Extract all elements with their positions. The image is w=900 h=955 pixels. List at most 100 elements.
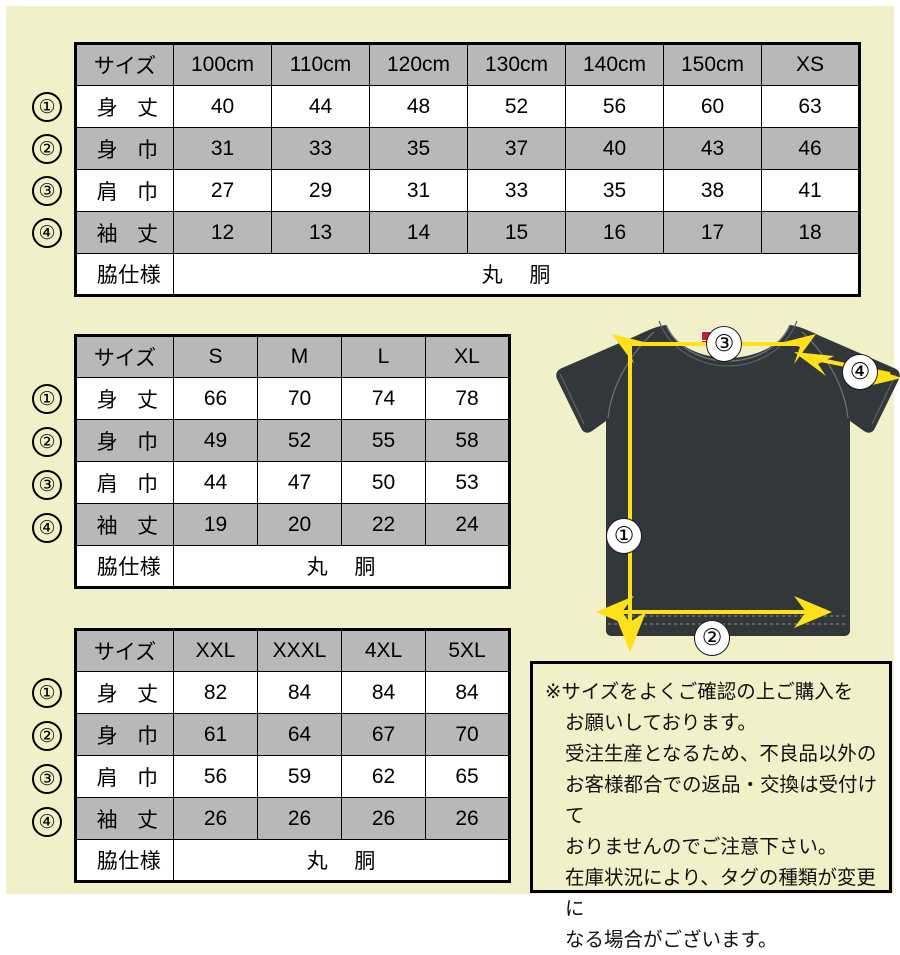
cell: 84 xyxy=(257,671,342,714)
cell: 67 xyxy=(341,713,426,756)
cell: 40 xyxy=(173,85,272,128)
cell: 59 xyxy=(257,755,342,798)
left-shoulder-seam xyxy=(607,331,655,419)
arrowhead-body-width-left xyxy=(596,596,634,628)
cell: 56 xyxy=(173,755,258,798)
cell: 41 xyxy=(761,169,860,212)
table-row: 肩 巾 56 59 62 65 xyxy=(75,755,510,798)
legend-marker-3-kids: ③ xyxy=(32,176,62,206)
col-header-size: サイズ xyxy=(75,629,174,672)
row-label-shoulder-width: 肩 巾 xyxy=(75,461,174,504)
cell: 38 xyxy=(663,169,762,212)
cell: 26 xyxy=(425,797,510,840)
side-spec-value: 丸 胴 xyxy=(173,545,510,588)
col-header-xl: XL xyxy=(425,335,510,378)
table-row: 身 巾 61 64 67 70 xyxy=(75,713,510,756)
legend-marker-1-kids: ① xyxy=(32,92,62,122)
table-row: 身 巾 31 33 35 37 40 43 46 xyxy=(75,127,860,170)
table-row: 袖 丈 12 13 14 15 16 17 18 xyxy=(75,211,860,254)
legend-marker-4-big: ④ xyxy=(32,807,62,837)
cell: 74 xyxy=(341,377,426,420)
row-label-sleeve-length: 袖 丈 xyxy=(75,797,174,840)
cell: 35 xyxy=(565,169,664,212)
col-header-xxl: XXL xyxy=(173,629,258,672)
table-row: 肩 巾 27 29 31 33 35 38 41 xyxy=(75,169,860,212)
col-header-150cm: 150cm xyxy=(663,43,762,86)
cell: 14 xyxy=(369,211,468,254)
cell: 70 xyxy=(257,377,342,420)
col-header-5xl: 5XL xyxy=(425,629,510,672)
col-header-s: S xyxy=(173,335,258,378)
legend-marker-2-adult: ② xyxy=(32,427,62,457)
col-header-4xl: 4XL xyxy=(341,629,426,672)
cell: 50 xyxy=(341,461,426,504)
right-sleeve-hem xyxy=(871,373,897,425)
cell: 43 xyxy=(663,127,762,170)
row-label-body-width: 身 巾 xyxy=(75,713,174,756)
arrowhead-shoulder-right xyxy=(784,334,816,364)
legend-marker-4-adult: ④ xyxy=(32,513,62,543)
cell: 70 xyxy=(425,713,510,756)
cell: 61 xyxy=(173,713,258,756)
col-header-size: サイズ xyxy=(75,43,174,86)
cell: 15 xyxy=(467,211,566,254)
col-header-size: サイズ xyxy=(75,335,174,378)
cell: 58 xyxy=(425,419,510,462)
cell: 27 xyxy=(173,169,272,212)
tshirt-svg xyxy=(556,320,900,652)
cell: 40 xyxy=(565,127,664,170)
arrowhead-body-width-right xyxy=(794,596,832,628)
cell: 20 xyxy=(257,503,342,546)
cell: 62 xyxy=(341,755,426,798)
cell: 60 xyxy=(663,85,762,128)
cell: 84 xyxy=(425,671,510,714)
table-footer-row: 脇仕様 丸 胴 xyxy=(75,253,860,296)
legend-marker-2-big: ② xyxy=(32,721,62,751)
tshirt-illustration: ③ ④ ① ② xyxy=(554,312,900,656)
cell: 53 xyxy=(425,461,510,504)
col-header-l: L xyxy=(341,335,426,378)
cell: 47 xyxy=(257,461,342,504)
measure-badge-shoulder-width: ③ xyxy=(706,326,742,362)
cell: 66 xyxy=(173,377,258,420)
notice-line-4: お客様都合での返品・交換は受付けて xyxy=(565,773,878,827)
cell: 24 xyxy=(425,503,510,546)
table-row: 肩 巾 44 47 50 53 xyxy=(75,461,510,504)
table-row: 袖 丈 19 20 22 24 xyxy=(75,503,510,546)
legend-marker-3-big: ③ xyxy=(32,764,62,794)
notice-line-3: 受注生産となるため、不良品以外の xyxy=(565,742,877,765)
legend-marker-2-kids: ② xyxy=(32,134,62,164)
cell: 19 xyxy=(173,503,258,546)
row-label-shoulder-width: 肩 巾 xyxy=(75,169,174,212)
measure-badge-body-width: ② xyxy=(694,620,730,656)
row-label-side-spec: 脇仕様 xyxy=(75,545,174,588)
legend-marker-1-big: ① xyxy=(32,678,62,708)
cell: 52 xyxy=(257,419,342,462)
col-header-xxxl: XXXL xyxy=(257,629,342,672)
cell: 82 xyxy=(173,671,258,714)
col-header-120cm: 120cm xyxy=(369,43,468,86)
cell: 65 xyxy=(425,755,510,798)
table-row: 身 丈 66 70 74 78 xyxy=(75,377,510,420)
row-label-body-length: 身 丈 xyxy=(75,85,174,128)
cell: 16 xyxy=(565,211,664,254)
legend-marker-3-adult: ③ xyxy=(32,470,62,500)
notice-line-2: お願いしております。 xyxy=(565,711,757,734)
cell: 22 xyxy=(341,503,426,546)
table-row: 身 丈 82 84 84 84 xyxy=(75,671,510,714)
purchase-notice-box: ※サイズをよくご確認の上ご購入を お願いしております。 受注生産となるため、不良… xyxy=(530,661,892,951)
cell: 52 xyxy=(467,85,566,128)
cell: 37 xyxy=(467,127,566,170)
col-header-140cm: 140cm xyxy=(565,43,664,86)
legend-marker-1-adult: ① xyxy=(32,384,62,414)
cell: 12 xyxy=(173,211,272,254)
arrowhead-sleeve-left xyxy=(794,352,834,376)
notice-line-7: なる場合がございます。 xyxy=(565,928,778,951)
row-label-side-spec: 脇仕様 xyxy=(75,839,174,882)
col-header-xs: XS xyxy=(761,43,860,86)
row-label-body-width: 身 巾 xyxy=(75,419,174,462)
table-row: 身 丈 40 44 48 52 56 60 63 xyxy=(75,85,860,128)
cell: 44 xyxy=(173,461,258,504)
table-header-row: サイズ XXL XXXL 4XL 5XL xyxy=(75,629,510,672)
